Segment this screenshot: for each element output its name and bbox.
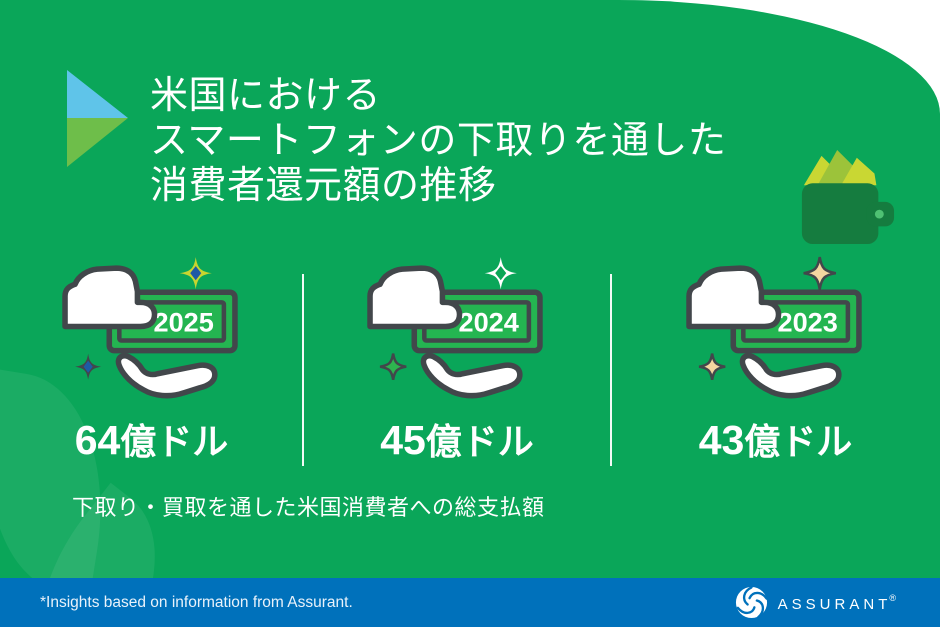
registered-trademark: ® xyxy=(889,592,900,603)
play-triangle-icon xyxy=(67,70,128,167)
value-number: 64 xyxy=(74,417,121,463)
giving-hand xyxy=(685,265,781,330)
sparkle-bottom-icon xyxy=(379,353,407,380)
title-line-1: 米国における xyxy=(150,75,382,117)
giving-hand xyxy=(367,265,463,330)
hand-giving-banknote-icon: 2025 xyxy=(61,257,238,399)
brand-name: ASSURANT® xyxy=(778,593,900,613)
assurant-pinwheel-icon xyxy=(735,586,768,619)
value-number: 45 xyxy=(380,417,426,463)
column-divider xyxy=(610,274,612,466)
wallet-with-cash-icon xyxy=(801,149,895,245)
title-line-3: 消費者還元額の推移 xyxy=(150,165,497,207)
sparkle-bottom-icon xyxy=(74,353,101,380)
year-label: 2023 xyxy=(777,307,837,338)
year-card: 2023 43億ドル xyxy=(611,256,940,465)
receiving-hand xyxy=(739,353,842,399)
receiving-hand xyxy=(115,353,218,399)
source-footnote: *Insights based on information from Assu… xyxy=(40,593,353,611)
sparkle-top-icon xyxy=(802,256,836,290)
value-label: 64億ドル xyxy=(75,413,229,465)
green-background-panel xyxy=(0,0,940,578)
giving-hand xyxy=(61,265,157,330)
sparkle-bottom-icon xyxy=(698,353,725,380)
value-unit: 億ドル xyxy=(425,421,534,462)
year-cards-row: 2025 64億ドル 2024 xyxy=(0,256,940,465)
year-label: 2025 xyxy=(153,307,213,338)
footer-bar: *Insights based on information from Assu… xyxy=(0,578,940,627)
value-unit: 億ドル xyxy=(120,421,229,462)
year-card: 2024 45億ドル xyxy=(303,256,611,465)
page-title: 米国における スマートフォンの下取りを通した 消費者還元額の推移 xyxy=(150,74,726,209)
brand-text: ASSURANT xyxy=(777,595,892,613)
receiving-hand xyxy=(420,353,523,399)
value-label: 43億ドル xyxy=(699,413,853,465)
title-line-2: スマートフォンの下取りを通した xyxy=(150,120,727,162)
hand-giving-banknote-icon: 2023 xyxy=(685,256,862,399)
value-unit: 億ドル xyxy=(744,421,853,462)
year-card: 2025 64億ドル xyxy=(0,256,303,465)
column-divider xyxy=(302,274,304,466)
year-label: 2024 xyxy=(458,307,518,338)
hand-giving-banknote-icon: 2024 xyxy=(367,257,543,399)
sparkle-top-icon xyxy=(179,257,212,290)
sparkle-top-icon xyxy=(484,257,517,290)
chart-caption: 下取り・買取を通した米国消費者への総支払額 xyxy=(72,495,545,520)
assurant-logo: ASSURANT® xyxy=(734,585,900,620)
value-label: 45億ドル xyxy=(380,413,534,465)
value-number: 43 xyxy=(698,417,745,463)
